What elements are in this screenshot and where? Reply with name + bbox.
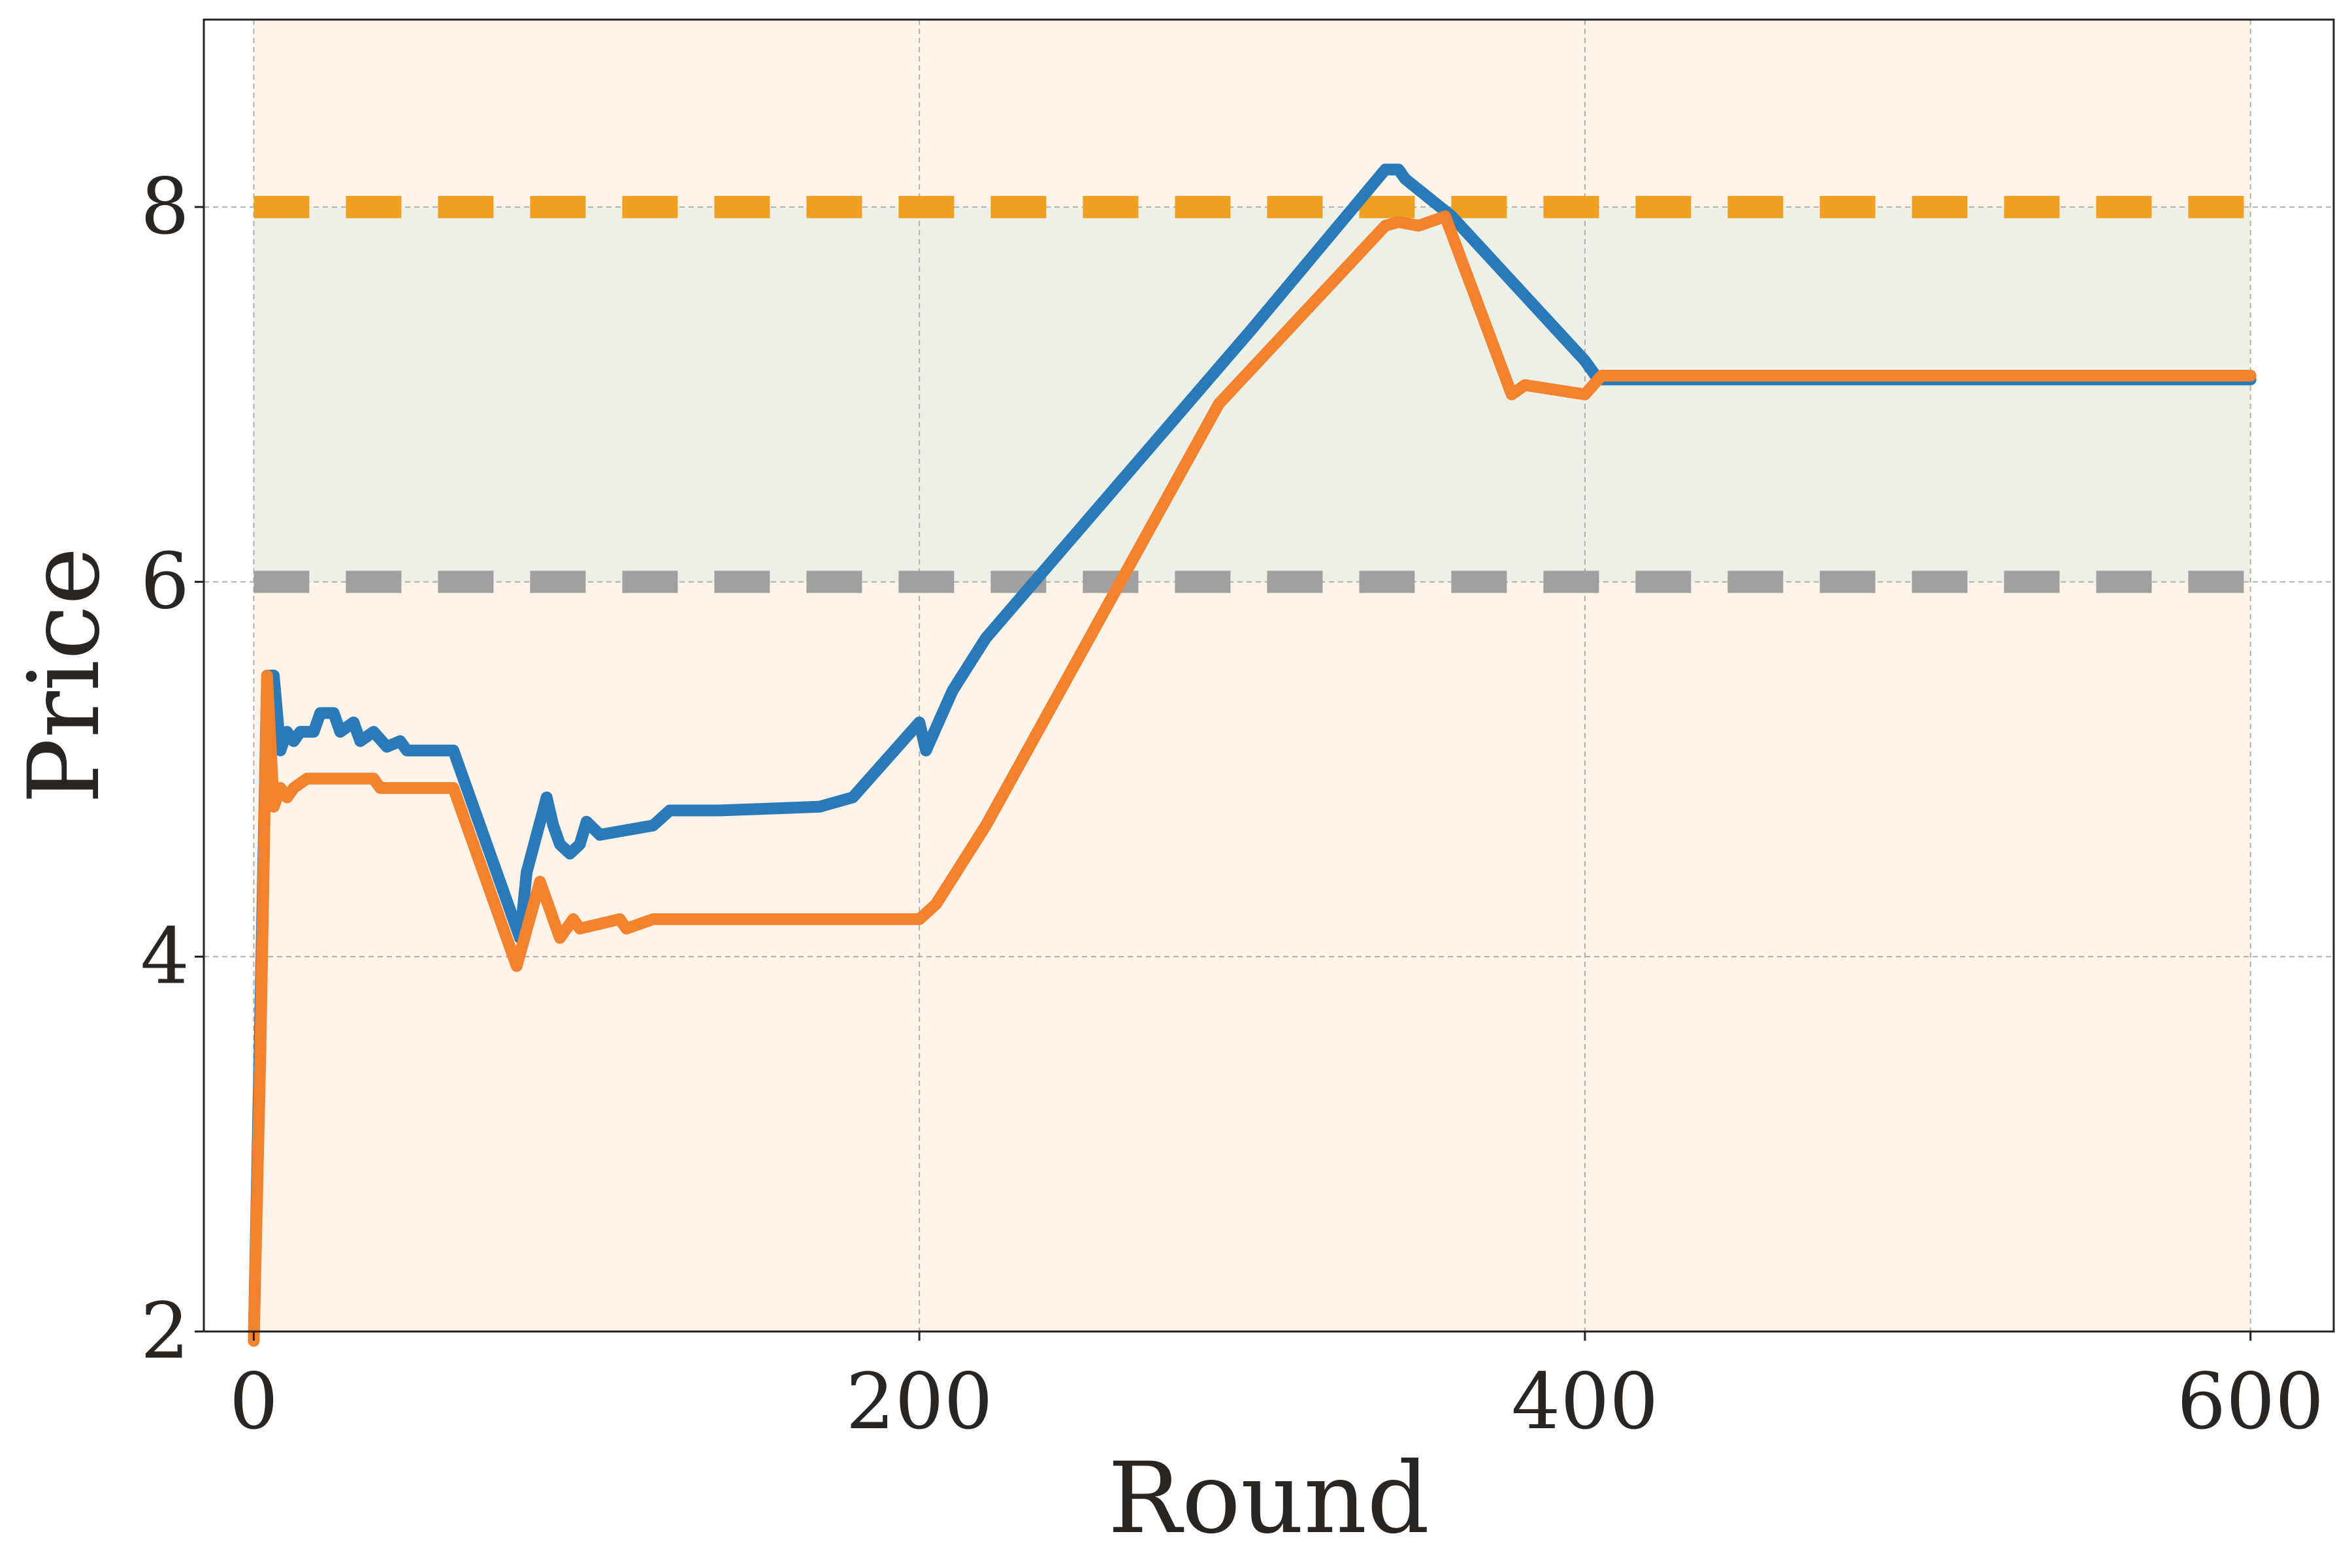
y-tick-label: 2 (140, 1286, 189, 1376)
plot-frame (203, 18, 2335, 1333)
y-tick-label: 4 (140, 911, 189, 1001)
y-ticks: 2 4 6 8 (140, 161, 204, 1376)
x-tick-label: 400 (1511, 1356, 1658, 1446)
shaded-region-1 (253, 206, 2251, 582)
x-axis-label: Round (1108, 1442, 1429, 1556)
shaded-regions (253, 20, 2251, 1331)
x-tick-label: 600 (2177, 1356, 2324, 1446)
y-axis-label: Price (8, 547, 122, 804)
y-tick-label: 6 (140, 536, 189, 627)
x-tick-label: 0 (229, 1356, 278, 1446)
y-tick-label: 8 (140, 161, 189, 252)
series-line-1 (248, 210, 2257, 1347)
x-tick-label: 200 (846, 1356, 993, 1446)
series-lines (248, 163, 2257, 1347)
series-line-0 (248, 163, 2257, 1347)
reference-lines (253, 195, 2251, 593)
x-ticks: 0 200 400 600 (229, 1331, 2324, 1446)
